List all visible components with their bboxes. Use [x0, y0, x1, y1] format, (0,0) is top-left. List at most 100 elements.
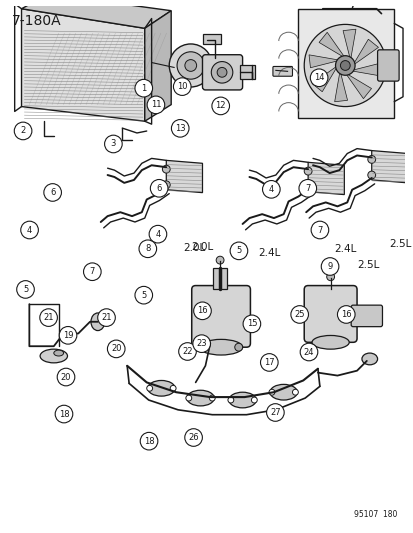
Circle shape: [192, 335, 210, 352]
Text: 18: 18: [143, 437, 154, 446]
Circle shape: [251, 397, 256, 403]
Circle shape: [216, 256, 223, 264]
Polygon shape: [308, 55, 339, 68]
Polygon shape: [352, 39, 377, 66]
Circle shape: [262, 181, 280, 198]
Text: 2.5L: 2.5L: [388, 239, 411, 248]
Text: 20: 20: [61, 373, 71, 382]
Circle shape: [268, 389, 274, 395]
Circle shape: [55, 405, 73, 423]
Text: 6: 6: [50, 188, 55, 197]
Text: 1: 1: [141, 84, 146, 93]
FancyBboxPatch shape: [350, 305, 382, 327]
Polygon shape: [145, 11, 171, 121]
Circle shape: [335, 55, 354, 75]
Circle shape: [173, 78, 190, 95]
Circle shape: [304, 183, 311, 191]
Polygon shape: [371, 151, 407, 183]
Text: 10: 10: [177, 82, 187, 91]
Circle shape: [140, 432, 157, 450]
Text: 21: 21: [43, 313, 54, 322]
Text: 3: 3: [110, 140, 116, 149]
Circle shape: [337, 305, 354, 324]
Polygon shape: [311, 66, 337, 92]
Text: 23: 23: [196, 339, 206, 348]
Text: 16: 16: [197, 306, 207, 316]
Circle shape: [320, 257, 338, 276]
FancyBboxPatch shape: [298, 9, 393, 118]
Text: 2.4L: 2.4L: [257, 248, 280, 259]
Text: 12: 12: [215, 101, 225, 110]
Circle shape: [199, 343, 207, 351]
Text: 13: 13: [174, 124, 185, 133]
Circle shape: [217, 68, 226, 77]
Text: 2.0L: 2.0L: [183, 243, 205, 253]
Text: 2.4L: 2.4L: [334, 244, 356, 254]
Text: 2.0L: 2.0L: [190, 241, 212, 252]
Ellipse shape: [199, 340, 242, 355]
Circle shape: [162, 181, 170, 189]
Polygon shape: [21, 0, 171, 28]
Circle shape: [311, 221, 328, 239]
Text: 25: 25: [294, 310, 304, 319]
Circle shape: [83, 263, 101, 280]
Text: 22: 22: [182, 347, 192, 356]
Text: 18: 18: [59, 409, 69, 418]
Circle shape: [209, 395, 215, 401]
Text: 9: 9: [327, 262, 332, 271]
Circle shape: [146, 385, 152, 391]
Circle shape: [97, 309, 115, 326]
Text: 7: 7: [304, 184, 310, 193]
Circle shape: [104, 135, 122, 153]
Text: 4: 4: [27, 225, 32, 235]
Circle shape: [326, 273, 334, 281]
Text: 20: 20: [111, 344, 121, 353]
FancyBboxPatch shape: [191, 286, 250, 347]
Circle shape: [178, 343, 196, 360]
Polygon shape: [342, 29, 355, 60]
Text: 15: 15: [246, 319, 256, 328]
Text: 5: 5: [23, 285, 28, 294]
Circle shape: [292, 389, 298, 395]
Text: 19: 19: [63, 331, 73, 340]
Ellipse shape: [269, 384, 297, 400]
Ellipse shape: [311, 335, 349, 349]
Circle shape: [21, 221, 38, 239]
Circle shape: [211, 97, 229, 115]
Polygon shape: [334, 71, 347, 102]
Circle shape: [193, 302, 211, 320]
Text: 24: 24: [303, 348, 313, 357]
Text: 14: 14: [313, 73, 324, 82]
Text: 27: 27: [269, 408, 280, 417]
Text: 7: 7: [316, 225, 322, 235]
Ellipse shape: [186, 390, 214, 406]
Text: 4: 4: [155, 230, 160, 239]
Circle shape: [304, 167, 311, 175]
Circle shape: [310, 69, 327, 86]
Circle shape: [162, 165, 170, 173]
Circle shape: [266, 403, 283, 421]
Circle shape: [290, 305, 308, 324]
FancyBboxPatch shape: [304, 286, 356, 342]
Text: 2.5L: 2.5L: [356, 260, 379, 270]
Circle shape: [169, 44, 212, 87]
Circle shape: [149, 225, 166, 243]
Circle shape: [185, 60, 196, 71]
Circle shape: [230, 242, 247, 260]
Circle shape: [172, 64, 180, 72]
Circle shape: [367, 171, 375, 179]
Polygon shape: [166, 160, 202, 192]
Circle shape: [234, 343, 242, 351]
Ellipse shape: [91, 313, 104, 330]
Circle shape: [242, 315, 260, 333]
Ellipse shape: [361, 353, 377, 365]
Circle shape: [139, 240, 156, 257]
Circle shape: [184, 429, 202, 446]
Circle shape: [299, 343, 317, 361]
Circle shape: [59, 327, 77, 344]
FancyBboxPatch shape: [213, 268, 226, 289]
FancyBboxPatch shape: [377, 50, 398, 81]
Polygon shape: [21, 9, 145, 121]
Ellipse shape: [147, 381, 175, 396]
Circle shape: [260, 353, 278, 372]
